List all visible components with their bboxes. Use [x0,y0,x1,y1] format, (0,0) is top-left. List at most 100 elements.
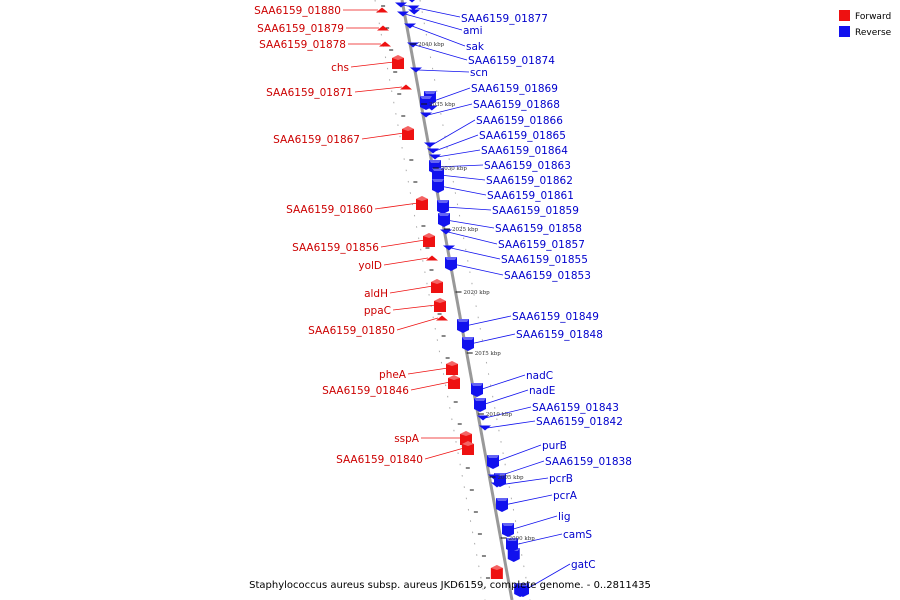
forward-gene-16-shape [462,441,474,455]
forward-guide [374,0,486,600]
reverse-gene-6-shape [420,96,432,110]
ruler-label: 2025 kbp [452,227,479,233]
forward-gene-11 [434,298,446,312]
forward-gene-16 [462,441,474,455]
unlabeled-gene-8-shape [490,565,503,579]
reverse-gene-label: SAA6159_01865 [479,130,566,142]
reverse-gene-19-shape [457,319,469,333]
reverse-gene-30 [506,538,518,552]
reverse-gene-10-shape [429,154,441,160]
reverse-gene-9 [427,148,439,154]
legend-reverse-swatch [839,26,850,37]
forward-connector [383,257,429,266]
unlabeled-gene-1 [409,0,415,3]
forward-gene-12-shape [436,315,448,321]
reverse-gene-20 [462,337,474,351]
reverse-gene-14-shade [437,200,449,203]
unlabeled-gene-1-shape [409,0,415,3]
reverse-gene-8-shape [424,142,436,148]
reverse-gene-label: SAA6159_01866 [476,115,563,127]
forward-gene-11-shape [434,298,446,312]
reverse-connector [450,247,501,260]
gene-features [376,0,529,597]
forward-gene-6-shade [402,126,414,131]
forward-gene-4-shape [392,55,404,69]
unlabeled-gene-2 [407,5,420,11]
reverse-gene-20-shade [462,337,474,340]
forward-gene-label: SAA6159_01878 [259,39,346,51]
forward-gene-label: SAA6159_01850 [308,325,395,337]
ruler-label: 2005 kbp [497,475,524,481]
unlabeled-gene-7-shape [507,548,520,562]
reverse-gene-label: sak [466,41,485,53]
forward-connector [407,367,449,375]
forward-gene-13-shape [446,361,458,375]
forward-gene-13-shade [446,361,458,366]
forward-gene-10-shape [431,279,443,293]
reverse-gene-15-shade [438,213,450,216]
reverse-gene-30-shape [506,538,518,552]
forward-gene-label: yolD [358,260,382,272]
reverse-gene-20-shape [462,337,474,351]
reverse-gene-label: gatC [571,559,596,571]
reverse-gene-label: pcrB [549,473,573,485]
reverse-gene-label: lig [558,511,571,523]
forward-gene-7-shade [416,196,428,201]
reverse-gene-29-shade [502,523,514,526]
reverse-gene-13 [432,179,444,193]
reverse-gene-label: scn [470,67,488,79]
reverse-gene-label: SAA6159_01868 [473,99,560,111]
forward-gene-14-shape [448,375,460,389]
forward-gene-label: SAA6159_01840 [336,454,423,466]
forward-gene-6-shape [402,126,414,140]
reverse-gene-17-shape [443,245,455,251]
reverse-gene-29 [502,523,514,537]
unlabeled-gene-3-shape [408,9,421,15]
reverse-gene-label: nadC [526,370,553,382]
reverse-gene-7 [420,112,432,118]
reverse-gene-label: SAA6159_01863 [484,160,571,172]
reverse-gene-22-shape [474,398,486,412]
unlabeled-gene-4-shade [423,91,436,94]
reverse-gene-12-shape [432,168,444,182]
reverse-gene-18 [445,257,457,271]
reverse-gene-25-shade [487,455,499,458]
reverse-gene-16-shape [440,229,452,235]
ruler-label: 2030 kbp [441,166,468,172]
reverse-gene-28 [496,498,508,512]
forward-gene-9 [426,255,438,261]
reverse-connector [524,563,571,591]
ruler-label: 2010 kbp [486,412,513,418]
reverse-gene-28-shade [496,498,508,501]
reverse-gene-23 [477,415,489,421]
forward-connector [350,61,395,68]
reverse-gene-16 [440,229,452,235]
reverse-gene-30-shade [506,538,518,541]
reverse-gene-5-shape [410,67,422,73]
reverse-gene-28-shape [496,498,508,512]
reverse-gene-label: SAA6159_01874 [468,55,555,67]
reverse-connector [436,164,484,168]
reverse-connector [509,515,558,531]
reverse-gene-22 [474,398,486,412]
reverse-gene-25 [487,455,499,469]
unlabeled-gene-8 [490,565,503,579]
reverse-connector [439,185,487,196]
forward-gene-5-shape [400,84,412,90]
ruler-label: 2020 kbp [464,290,491,296]
reverse-gene-24-shape [479,425,491,431]
reverse-gene-24 [479,425,491,431]
reverse-gene-label: camS [563,529,592,541]
reverse-connector [427,103,473,116]
reverse-gene-5 [410,67,422,73]
reverse-connector [414,44,468,61]
reverse-gene-label: SAA6159_01869 [471,83,558,95]
forward-gene-15-shade [460,431,472,436]
forward-gene-7-shape [416,196,428,210]
forward-gene-5 [400,84,412,90]
reverse-gene-21-shape [471,383,483,397]
forward-gene-13 [446,361,458,375]
reverse-gene-9-shape [427,148,439,154]
forward-gene-11-shade [434,298,446,303]
